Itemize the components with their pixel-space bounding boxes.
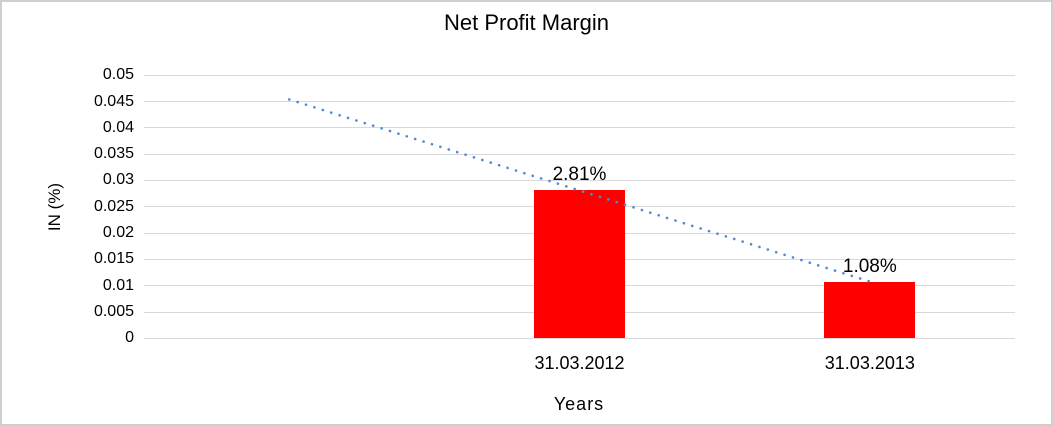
y-tick-label: 0.01 [102, 276, 134, 294]
gridline [144, 337, 1015, 339]
y-tick-label: 0.04 [102, 118, 134, 136]
y-tick-label: 0.03 [102, 171, 134, 189]
y-tick-label: 0.02 [102, 224, 134, 242]
x-axis-title: Years [553, 394, 605, 414]
y-tick-label: 0.015 [93, 250, 134, 268]
y-tick-label: 0.005 [93, 303, 134, 321]
gridline [144, 127, 1015, 129]
y-tick-label: 0 [125, 329, 134, 347]
bar-data-label: 1.08% [842, 255, 897, 277]
y-tick-label: 0.05 [102, 66, 134, 84]
gridline [144, 101, 1015, 103]
bar-data-label: 2.81% [552, 164, 607, 186]
bar [534, 190, 625, 339]
gridline [144, 74, 1015, 76]
y-tick-label: 0.035 [93, 145, 134, 163]
chart-title: Net Profit Margin [443, 10, 610, 35]
x-category-label: 31.03.2013 [824, 353, 915, 374]
y-tick-label: 0.045 [93, 92, 134, 110]
x-category-label: 31.03.2012 [534, 353, 625, 374]
bar [824, 281, 916, 339]
gridline [144, 153, 1015, 155]
y-tick-label: 0.025 [93, 197, 134, 215]
